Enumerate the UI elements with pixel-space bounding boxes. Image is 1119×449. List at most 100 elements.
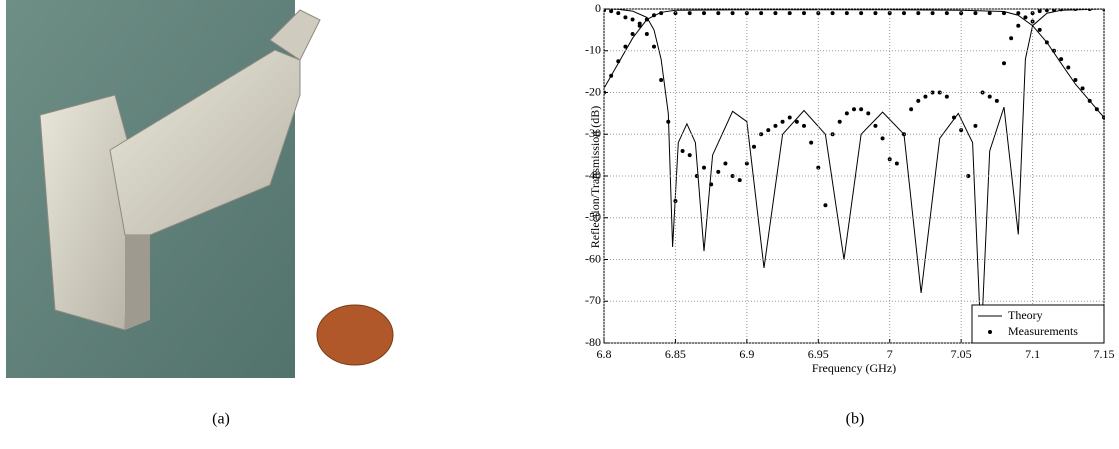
- measurement-point: [616, 59, 620, 63]
- caption: (a): [212, 411, 230, 428]
- measurement-point: [752, 145, 756, 149]
- measurement-point: [802, 124, 806, 128]
- measurement-point: [931, 11, 935, 15]
- measurement-point: [838, 120, 842, 124]
- measurement-point: [916, 11, 920, 15]
- measurement-point: [652, 45, 656, 49]
- measurement-point: [1016, 24, 1020, 28]
- measurement-point: [859, 11, 863, 15]
- measurement-point: [852, 107, 856, 111]
- y-tick-label: -10: [585, 43, 601, 57]
- measurement-point: [959, 11, 963, 15]
- x-tick-label: 7.05: [951, 347, 972, 361]
- body-side: [125, 235, 150, 330]
- measurement-point: [802, 11, 806, 15]
- measurement-point: [1095, 107, 1099, 111]
- measurement-point: [1031, 11, 1035, 15]
- y-tick-label: -40: [585, 168, 601, 182]
- measurement-point: [623, 15, 627, 19]
- measurement-point: [873, 11, 877, 15]
- x-tick-label: 6.95: [808, 347, 829, 361]
- measurement-point: [702, 11, 706, 15]
- measurement-point: [645, 17, 649, 21]
- measurement-point: [609, 74, 613, 78]
- measurement-point: [1059, 57, 1063, 61]
- measurement-point: [952, 116, 956, 120]
- legend-label: Measurements: [1008, 324, 1078, 338]
- measurement-point: [638, 22, 642, 26]
- measurement-point: [945, 11, 949, 15]
- measurement-point: [888, 11, 892, 15]
- x-tick-label: 7: [887, 347, 893, 361]
- x-tick-label: 7.15: [1094, 347, 1115, 361]
- photo: [6, 0, 393, 378]
- measurement-point: [723, 161, 727, 165]
- measurement-point: [738, 178, 742, 182]
- y-tick-label: 0: [595, 1, 601, 15]
- measurement-point: [1066, 65, 1070, 69]
- measurement-point: [1038, 9, 1042, 13]
- legend-marker: [988, 330, 992, 334]
- measurement-point: [666, 120, 670, 124]
- measurement-point: [773, 11, 777, 15]
- measurement-point: [809, 141, 813, 145]
- y-tick-label: -30: [585, 126, 601, 140]
- measurement-point: [688, 11, 692, 15]
- measurement-point: [881, 136, 885, 140]
- measurement-point: [895, 161, 899, 165]
- measurement-point: [652, 13, 656, 17]
- measurement-point: [1023, 15, 1027, 19]
- measurement-point: [659, 11, 663, 15]
- measurement-point: [859, 107, 863, 111]
- measurement-point: [623, 45, 627, 49]
- y-tick-label: -60: [585, 251, 601, 265]
- measurement-point: [916, 99, 920, 103]
- measurement-point: [716, 170, 720, 174]
- measurement-point: [773, 124, 777, 128]
- measurement-point: [1002, 11, 1006, 15]
- measurement-point: [759, 132, 763, 136]
- measurement-point: [938, 91, 942, 95]
- measurement-point: [609, 9, 613, 13]
- measurement-point: [988, 95, 992, 99]
- measurement-point: [995, 99, 999, 103]
- x-axis-label: Frequency (GHz): [812, 361, 896, 375]
- coin: [317, 305, 393, 365]
- measurement-point: [973, 124, 977, 128]
- measurement-point: [1088, 99, 1092, 103]
- measurement-point: [816, 166, 820, 170]
- x-tick-label: 6.85: [665, 347, 686, 361]
- x-tick-label: 6.9: [739, 347, 754, 361]
- measurement-point: [845, 111, 849, 115]
- measurement-point: [866, 111, 870, 115]
- measurement-point: [923, 95, 927, 99]
- measurement-point: [988, 11, 992, 15]
- measurement-point: [845, 11, 849, 15]
- measurement-point: [973, 11, 977, 15]
- measurement-point: [1081, 86, 1085, 90]
- measurement-point: [1009, 36, 1013, 40]
- measurement-point: [759, 11, 763, 15]
- measurement-point: [659, 78, 663, 82]
- measurement-point: [966, 174, 970, 178]
- measurement-point: [731, 11, 735, 15]
- y-tick-label: -20: [585, 84, 601, 98]
- measurement-point: [1088, 7, 1092, 11]
- flange-left: [40, 95, 130, 330]
- measurement-point: [1002, 61, 1006, 65]
- measurement-point: [745, 11, 749, 15]
- measurement-point: [702, 166, 706, 170]
- measurement-point: [831, 11, 835, 15]
- x-tick-label: 7.1: [1025, 347, 1040, 361]
- measurement-point: [673, 11, 677, 15]
- measurement-point: [645, 32, 649, 36]
- y-tick-label: -80: [585, 335, 601, 349]
- measurement-point: [1052, 8, 1056, 12]
- measurement-point: [681, 149, 685, 153]
- measurement-point: [959, 128, 963, 132]
- measurement-point: [873, 124, 877, 128]
- measurement-point: [1038, 28, 1042, 32]
- x-tick-label: 6.8: [597, 347, 612, 361]
- measurement-point: [781, 120, 785, 124]
- measurement-point: [788, 11, 792, 15]
